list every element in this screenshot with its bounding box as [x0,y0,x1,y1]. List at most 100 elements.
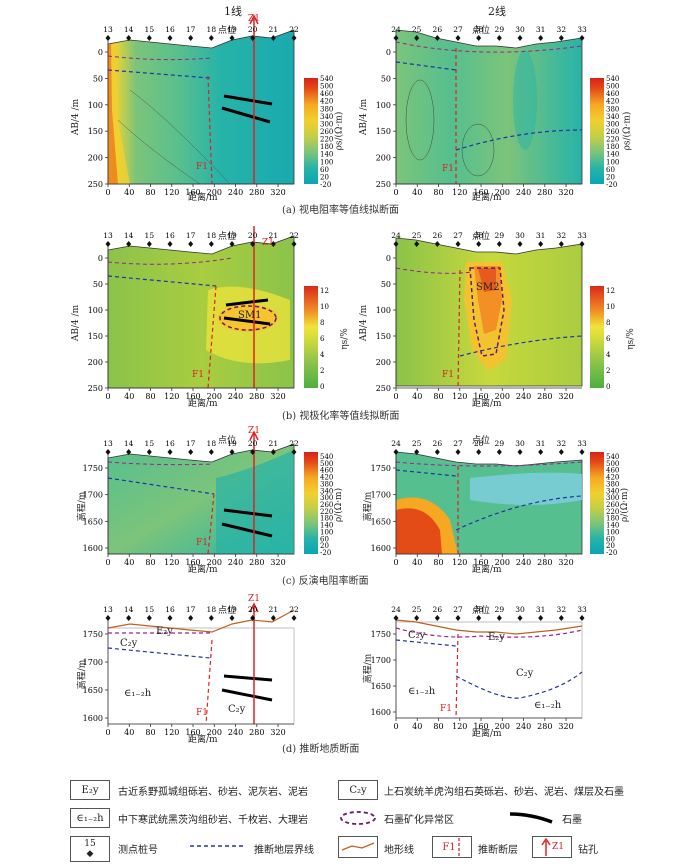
line1-header: 1线 [224,5,242,18]
cb-tick-b1-2: 8 [606,319,610,327]
station-label-a0-6: 19 [227,25,237,34]
legend-fault-label: F1 [442,841,456,853]
cb-tick-c1-3: 420 [606,474,619,482]
panel-d-right [395,619,583,719]
station-marker-a1-2 [434,35,440,41]
cb-label-c2: ρ/(Ω·m) [620,487,631,523]
station-marker-d0-1 [126,615,132,621]
x-tick-label-c1-1: 40 [412,558,422,567]
cb-tick-c1-1: 500 [606,460,619,468]
cb-tick-a1-8: 220 [606,136,619,144]
x-label-a1: 距离/m [188,193,218,203]
station-label-c0-7: 20 [248,439,258,448]
station-marker-b0-6 [229,241,235,247]
y-tick-label-c1-2: 1650 [371,517,391,526]
station-label-a0-4: 17 [186,25,196,34]
fault-label-d2: F1 [440,704,452,714]
y-tick-label-c0-3: 1600 [83,544,103,553]
x-tick-label-b0-6: 240 [228,392,243,401]
station-marker-d0-2 [146,615,152,621]
cb-tick-c1-8: 220 [606,508,619,516]
x-tick-label-b1-7: 280 [537,392,552,401]
cb-tick-a1-6: 300 [606,120,619,128]
station-marker-b0-0 [105,241,111,247]
station-label-d0-7: 20 [248,605,258,614]
legend-topo-text: 地形线 [384,845,414,856]
x-tick-label-a1-3: 120 [452,188,467,197]
y-tick-label-b1-4: 200 [376,358,391,367]
x-tick-label-b1-2: 80 [433,392,443,401]
legend-e12h-text: 中下寒武统黑茨沟组砂岩、千枚岩、大理岩 [118,815,308,826]
fault-label-b2: F1 [442,370,454,380]
x-tick-label-a1-5: 200 [495,188,510,197]
cb-tick-c0-2: 460 [320,467,333,475]
station-label-a0-3: 16 [165,25,175,34]
station-label-c1-6: 30 [515,439,525,448]
x-tick-label-b1-4: 160 [473,392,488,401]
cb-tick-b0-6: 0 [320,383,324,391]
station-label-b1-8: 32 [557,231,567,240]
station-label-c1-4: 28 [474,439,484,448]
station-label-d1-7: 31 [536,605,546,614]
station-marker-c0-0 [105,449,111,455]
cb-tick-c0-8: 220 [320,508,333,516]
x-tick-label-a0-7: 280 [249,188,264,197]
y-tick-label-a0-3: 150 [88,127,103,136]
station-marker-b1-3 [455,241,461,247]
station-marker-b0-9 [291,241,297,247]
station-marker-d1-2 [434,615,440,621]
fault-label-a1: F1 [196,162,208,172]
station-marker-b0-7 [250,241,256,247]
station-marker-a1-1 [414,35,420,41]
cb-tick-a0-11: 100 [320,158,333,166]
station-label-c1-3: 27 [453,439,463,448]
cb-tick-c1-4: 380 [606,480,619,488]
station-marker-d1-1 [414,615,420,621]
x-tick-label-c1-7: 280 [537,558,552,567]
legend-c2y-box: C₂y [338,780,378,800]
station-marker-c0-5 [208,449,214,455]
cb-tick-a0-8: 220 [320,136,333,144]
station-marker-c1-6 [517,449,523,455]
x-tick-label-c1-3: 120 [452,558,467,567]
station-marker-b1-7 [538,241,544,247]
unit-c2y-left-top: C₂y [120,638,138,649]
cb-tick-b0-2: 8 [320,319,324,327]
x-tick-label-d0-7: 280 [249,728,264,737]
fault-label-d1: F1 [196,708,208,718]
x-tick-label-a0-3: 120 [164,188,179,197]
unit-c2y-right-mid: C₂y [516,668,534,679]
cb-tick-a1-14: -20 [606,181,617,189]
station-marker-a0-4 [188,35,194,41]
station-marker-a0-1 [126,35,132,41]
station-label-a0-5: 18 [207,25,217,34]
x-tick-label-a0-4: 160 [185,188,200,197]
x-tick-label-c1-4: 160 [473,558,488,567]
station-label-c0-4: 17 [186,439,196,448]
x-label-b2: 距离/m [472,399,502,409]
station-label-a1-0: 24 [391,25,401,34]
drill-label-a: Z1 [248,14,260,24]
station-label-b1-9: 33 [577,231,587,240]
station-marker-b1-6 [517,241,523,247]
cb-tick-c1-2: 460 [606,467,619,475]
y-tick-label-a0-2: 100 [88,101,103,110]
station-label-d0-6: 19 [227,605,237,614]
station-label-c1-9: 33 [577,439,587,448]
cb-tick-c0-12: 60 [320,535,329,543]
station-marker-a0-9 [291,35,297,41]
y-tick-label-a1-2: 100 [376,101,391,110]
station-label-b0-5: 18 [207,231,217,240]
drill-label-c: Z1 [248,426,260,436]
x-tick-label-c0-0: 0 [105,558,110,567]
y-label-d1: 高程/m [77,659,88,690]
station-marker-d1-7 [538,615,544,621]
x-tick-label-a0-6: 240 [228,188,243,197]
y-label-b2: AB/4 /m [359,304,370,342]
station-label-a0-9: 22 [289,25,299,34]
geophysical-figure: 0 40 80 120 160 200 240 280 32005010015020025013… [83,14,619,737]
station-marker-c1-0 [393,449,399,455]
station-marker-d0-8 [270,615,276,621]
station-label-b0-9: 22 [289,231,299,240]
cb-tick-c0-9: 180 [320,515,333,523]
